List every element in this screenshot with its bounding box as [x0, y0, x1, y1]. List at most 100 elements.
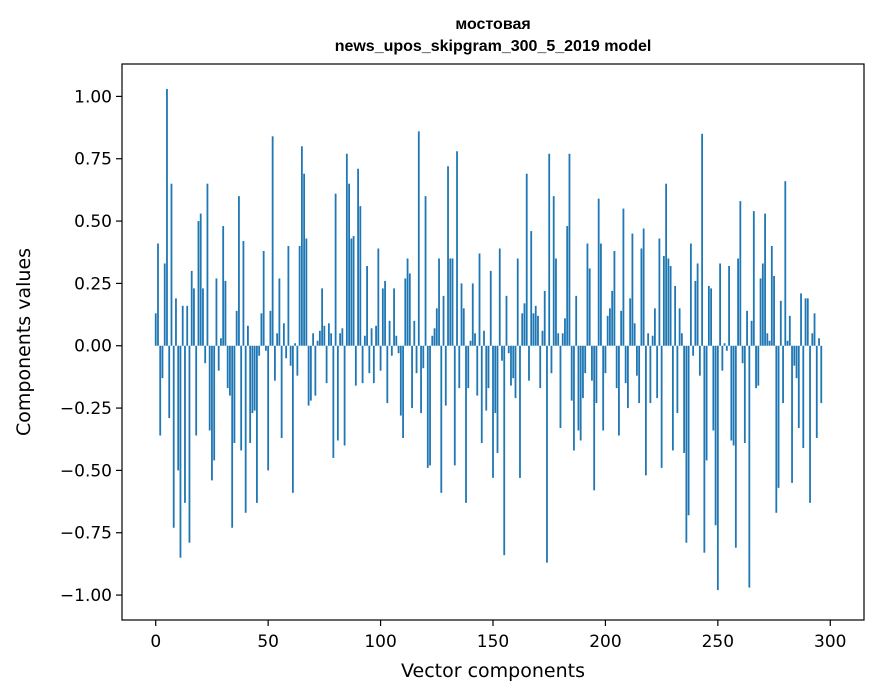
bar	[712, 345, 715, 431]
bar	[303, 173, 306, 346]
bar	[208, 345, 211, 431]
bar	[811, 333, 814, 346]
bar	[402, 345, 404, 438]
bar	[480, 345, 483, 443]
bar	[761, 263, 764, 346]
bar	[370, 328, 373, 346]
bar	[359, 206, 362, 346]
bar	[429, 345, 431, 466]
bar	[606, 315, 609, 346]
bar	[716, 345, 719, 591]
x-tick-label: 100	[364, 632, 396, 652]
bar	[161, 345, 164, 379]
bar	[564, 318, 566, 346]
bar	[620, 310, 623, 346]
bar	[474, 333, 476, 346]
bar	[568, 153, 571, 346]
bar	[694, 280, 697, 346]
bar	[451, 258, 454, 346]
bar	[782, 345, 784, 404]
bar	[674, 285, 677, 346]
bar	[743, 345, 746, 443]
bar	[656, 345, 659, 399]
bar	[685, 345, 688, 543]
bar	[269, 310, 272, 346]
bar	[449, 258, 452, 346]
bar	[555, 258, 557, 346]
bar	[325, 345, 328, 384]
y-tick-label: 0.75	[74, 150, 112, 170]
bar	[363, 335, 366, 346]
bar	[676, 345, 679, 414]
bar	[737, 258, 739, 346]
y-tick-label: 0.00	[74, 337, 112, 357]
y-axis: −1.00 −0.75 −0.50 −0.25 0.00 0.25 0.50 0.75 1.00	[60, 87, 122, 606]
bar	[622, 208, 625, 346]
bar	[786, 340, 789, 346]
y-tick-label: 1.00	[74, 87, 112, 107]
bar	[647, 333, 650, 346]
bar	[204, 345, 207, 364]
bar	[372, 345, 375, 384]
x-tick-label: 300	[814, 632, 846, 652]
bar	[285, 345, 288, 359]
bar	[573, 345, 575, 451]
bar	[710, 288, 712, 346]
bar	[588, 268, 591, 346]
bar	[611, 290, 614, 346]
bar	[797, 345, 800, 429]
bar	[600, 243, 602, 346]
bar	[424, 196, 427, 346]
bar	[276, 333, 279, 346]
bar	[489, 270, 492, 346]
bar	[447, 166, 449, 346]
bar	[287, 246, 290, 346]
bar	[300, 146, 303, 346]
bar	[271, 136, 274, 346]
bar	[570, 345, 573, 401]
bar	[815, 345, 818, 438]
bar	[687, 345, 690, 516]
bar	[741, 345, 744, 364]
bar	[444, 345, 447, 406]
bar	[426, 345, 429, 468]
bar	[723, 343, 726, 346]
bar	[188, 345, 191, 543]
bar	[404, 278, 407, 346]
bar	[233, 345, 236, 443]
bar	[195, 345, 198, 436]
bar	[595, 345, 598, 404]
bar	[633, 323, 636, 346]
bar	[514, 345, 517, 399]
bar	[800, 293, 802, 346]
bar	[307, 345, 310, 406]
bar	[222, 226, 225, 346]
bar	[525, 173, 528, 346]
x-axis-label: Vector components	[401, 660, 585, 682]
bar	[343, 345, 346, 446]
bar	[339, 333, 341, 346]
bar	[336, 345, 339, 441]
bar	[773, 275, 775, 346]
bar	[384, 280, 386, 346]
bar	[660, 345, 663, 468]
bar	[460, 283, 463, 346]
bar	[793, 345, 796, 366]
bar	[559, 345, 562, 429]
bar	[638, 345, 641, 404]
bar	[543, 290, 546, 346]
bar	[662, 255, 665, 346]
bar	[184, 345, 186, 503]
bar	[309, 345, 312, 401]
bar	[550, 345, 553, 374]
bar	[397, 345, 400, 354]
bar	[719, 263, 721, 346]
bar	[496, 345, 499, 453]
bar	[177, 345, 180, 471]
bar	[530, 231, 533, 346]
bar	[766, 333, 769, 346]
bar	[442, 295, 445, 346]
bar	[193, 288, 195, 346]
bar	[734, 345, 737, 548]
bar	[615, 345, 618, 389]
